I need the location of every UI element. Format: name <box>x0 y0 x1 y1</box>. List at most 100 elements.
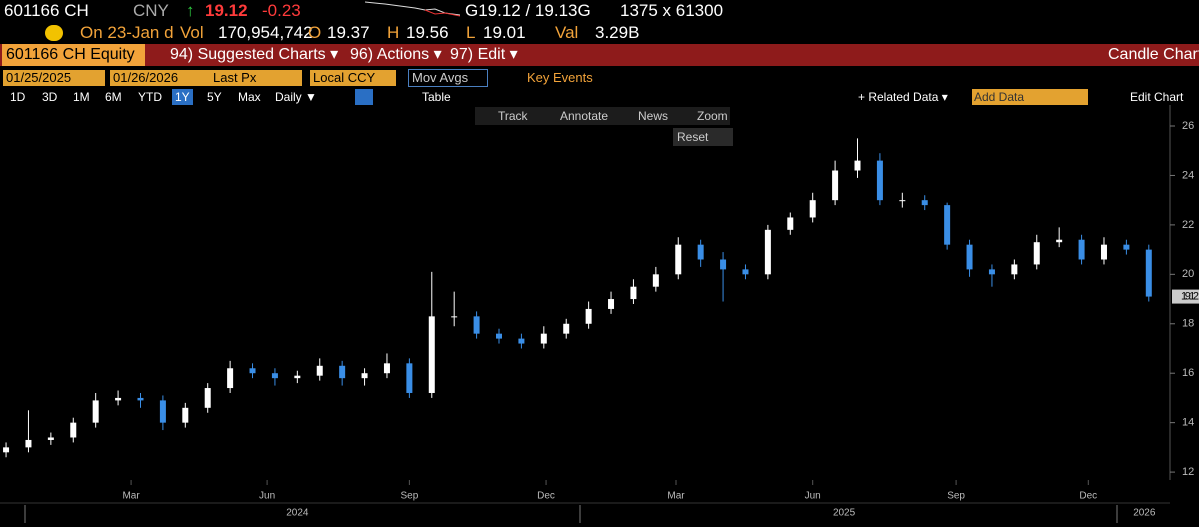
mov-avgs[interactable]: Mov Avgs <box>408 69 488 87</box>
candle-body <box>406 363 413 393</box>
chart-icon[interactable] <box>355 89 373 105</box>
label: L <box>466 23 476 42</box>
reset-button[interactable]: Reset <box>673 128 733 146</box>
candle-body <box>944 205 951 245</box>
candle-body <box>787 217 794 230</box>
tool-button[interactable]: Track <box>498 109 528 123</box>
candle-body <box>1011 264 1018 275</box>
candle-body <box>1145 249 1152 297</box>
candle-body <box>339 365 346 379</box>
candle-body <box>70 422 77 438</box>
period-button[interactable]: Max <box>238 90 261 104</box>
menu-item[interactable]: 97) Edit ▾ <box>450 46 518 63</box>
open: 19.37 <box>327 23 370 42</box>
period-button[interactable]: YTD <box>138 90 162 104</box>
candle-body <box>316 365 323 376</box>
candle-body <box>854 160 861 171</box>
candle-body <box>383 363 390 374</box>
label: H <box>387 23 400 42</box>
candle-body <box>1078 239 1085 260</box>
candle-body <box>361 373 368 379</box>
table-button[interactable]: Table <box>422 90 451 104</box>
year-label: 2024 <box>286 508 309 519</box>
label: O <box>308 23 322 42</box>
change: -0.23 <box>262 1 301 20</box>
x-tick-label: Dec <box>1079 491 1097 502</box>
icon <box>45 25 63 41</box>
menu-item[interactable]: 94) Suggested Charts ▾ <box>170 46 339 63</box>
candle-body <box>518 338 525 344</box>
candle-body <box>742 269 749 275</box>
last-price: 19.12 <box>205 1 248 20</box>
menu-item[interactable]: 96) Actions ▾ <box>350 46 442 63</box>
chart: 12 14 16 18 20 22 24 26 Mar Jun Sep Dec Mar Jun Sep Dec… <box>0 105 1199 523</box>
candle-body <box>988 269 995 275</box>
key-events[interactable]: Key Events <box>527 70 593 85</box>
frequency[interactable]: Daily ▼ <box>275 90 317 104</box>
candle-body <box>832 170 839 201</box>
candle-body <box>652 274 659 287</box>
candle-body <box>540 333 547 344</box>
period-button[interactable]: 6M <box>105 90 122 104</box>
last-price-label: 19.12 <box>1181 290 1199 302</box>
candle-body <box>1056 239 1063 243</box>
add-data[interactable]: Add Data <box>972 89 1088 105</box>
x-tick-label: Mar <box>667 491 685 502</box>
size: 1375 x 61300 <box>620 1 724 20</box>
candle-body <box>1100 244 1107 260</box>
y-tick-label: 16 <box>1182 367 1194 379</box>
tool-button[interactable]: Annotate <box>560 109 609 123</box>
candle-body <box>182 407 189 423</box>
edit-chart[interactable]: Edit Chart <box>1130 90 1184 104</box>
currency-select[interactable]: Local CCY <box>310 70 396 86</box>
bid-ask: G19.12 / 19.13G <box>465 1 591 20</box>
period-button[interactable]: 1M <box>73 90 90 104</box>
arrow: ↑ <box>186 1 195 20</box>
year-label: 2026 <box>1133 508 1156 519</box>
candle-body <box>473 316 480 334</box>
sparkline <box>365 1 460 17</box>
y-tick-label: 12 <box>1182 466 1194 478</box>
candle-body <box>1033 242 1040 265</box>
candle-body <box>675 244 682 275</box>
currency: CNY <box>133 1 169 20</box>
candle-body <box>92 400 99 423</box>
candle-body <box>630 286 637 300</box>
candle-body <box>204 388 211 408</box>
value-traded: 3.29B <box>595 23 640 42</box>
period-button[interactable]: 3D <box>42 90 58 104</box>
candle-body <box>1123 244 1130 250</box>
y-tick-label: 18 <box>1182 318 1194 330</box>
candle-body <box>227 368 234 389</box>
y-tick-label: 22 <box>1182 219 1194 231</box>
candle-body <box>720 259 727 270</box>
candle-body <box>428 316 435 393</box>
label: Vol <box>180 23 204 42</box>
candle-body <box>876 160 883 201</box>
last-price-tag <box>1172 289 1199 304</box>
x-tick-label: Dec <box>537 491 555 502</box>
tool-button[interactable]: Zoom <box>697 109 728 123</box>
label: Val <box>555 23 579 42</box>
x-tick-label: Sep <box>947 491 965 502</box>
period-button[interactable]: 1Y <box>172 89 193 105</box>
candle-body <box>966 244 973 270</box>
menu-bar <box>0 44 1199 66</box>
end-date[interactable]: 01/26/2026 <box>110 70 210 86</box>
candle-body <box>697 244 704 260</box>
high: 19.56 <box>406 23 449 42</box>
candle-body <box>249 368 256 374</box>
low: 19.01 <box>483 23 526 42</box>
related-data[interactable]: + Related Data ▾ <box>858 90 948 104</box>
y-tick-label: 24 <box>1182 169 1194 181</box>
y-tick-label: 14 <box>1182 417 1194 429</box>
period-button[interactable]: 1D <box>10 90 26 104</box>
tool-button[interactable]: News <box>638 109 669 123</box>
candle-body <box>159 400 166 423</box>
security-box[interactable]: 601166 CH Equity <box>2 44 145 66</box>
start-date[interactable]: 01/25/2025 <box>3 70 105 86</box>
period-button[interactable]: 5Y <box>207 90 222 104</box>
field[interactable]: Last Px <box>210 70 302 86</box>
candle-body <box>47 437 54 440</box>
